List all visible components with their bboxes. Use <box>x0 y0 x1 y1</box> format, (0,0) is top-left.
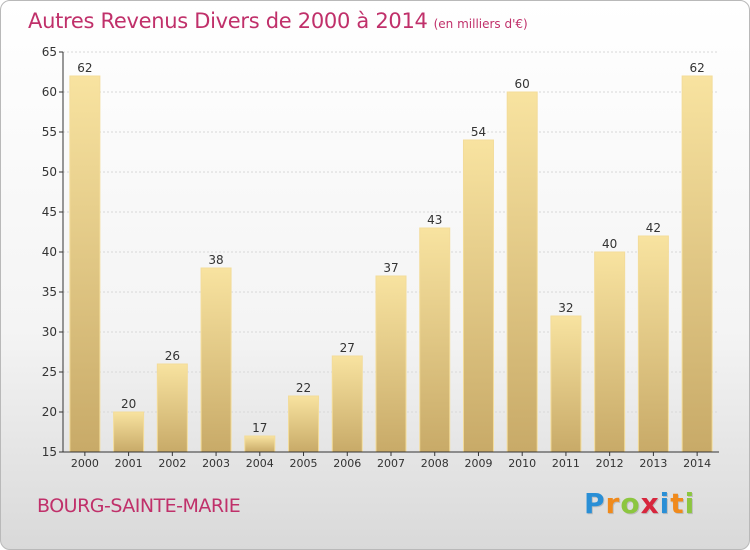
logo-letter: P <box>584 487 606 520</box>
x-tick-label: 2000 <box>71 457 99 470</box>
bar <box>637 235 669 453</box>
bar <box>462 139 494 453</box>
x-tick-label: 2005 <box>290 457 318 470</box>
bar <box>200 267 232 453</box>
x-tick-label: 2004 <box>246 457 274 470</box>
bar <box>419 227 451 453</box>
bar <box>288 395 320 453</box>
data-label: 38 <box>208 253 223 267</box>
bar <box>156 363 188 453</box>
y-tick-label: 40 <box>42 245 57 259</box>
y-tick-label: 35 <box>42 285 57 299</box>
bar <box>331 355 363 453</box>
logo-letter: i <box>659 487 671 520</box>
x-tick-label: 2003 <box>202 457 230 470</box>
x-tick-label: 2002 <box>158 457 186 470</box>
x-tick-label: 2001 <box>115 457 143 470</box>
x-tick-label: 2013 <box>639 457 667 470</box>
axes: 15 20 25 30 35 40 45 50 55 60 65 2000 2001 2002 2003 20… <box>42 45 719 470</box>
x-tick-label: 2014 <box>683 457 711 470</box>
data-label: 54 <box>471 125 486 139</box>
chart-title-text: Autres Revenus Divers de 2000 à 2014 <box>28 9 428 33</box>
data-label: 20 <box>121 397 136 411</box>
bar <box>594 251 626 453</box>
bar <box>550 315 582 453</box>
x-tick-label: 2008 <box>421 457 449 470</box>
bar <box>113 411 145 453</box>
x-tick-label: 2012 <box>596 457 624 470</box>
x-tick-label: 2011 <box>552 457 580 470</box>
y-tick-label: 50 <box>42 165 57 179</box>
y-tick-label: 60 <box>42 85 57 99</box>
bar <box>244 435 276 453</box>
data-label: 27 <box>340 341 355 355</box>
x-tick-label: 2006 <box>333 457 361 470</box>
data-label: 60 <box>515 77 530 91</box>
chart-subtitle: (en milliers d'€) <box>433 17 528 31</box>
logo-letter: i <box>684 487 696 520</box>
town-name: BOURG-SAINTE-MARIE <box>37 495 241 517</box>
bar <box>375 275 407 453</box>
data-label: 43 <box>427 213 442 227</box>
data-label: 26 <box>165 349 180 363</box>
chart-title: Autres Revenus Divers de 2000 à 2014 (en … <box>28 9 528 33</box>
y-tick-label: 25 <box>42 365 57 379</box>
data-label: 42 <box>646 221 661 235</box>
logo-letter: r <box>605 487 621 520</box>
data-label: 17 <box>252 421 267 435</box>
bar <box>506 91 538 453</box>
logo-letter: t <box>670 487 685 520</box>
y-tick-label: 20 <box>42 405 57 419</box>
bar <box>681 75 713 453</box>
y-tick-label: 45 <box>42 205 57 219</box>
y-tick-label: 65 <box>42 45 57 59</box>
x-tick-label: 2010 <box>508 457 536 470</box>
bars: 62 20 26 38 17 22 27 37 43 54 60 32 40 42 62 <box>69 61 713 453</box>
logo-letter: o <box>620 487 641 520</box>
proxiti-logo: Proxiti <box>584 487 695 520</box>
data-label: 62 <box>77 61 92 75</box>
bar <box>69 75 101 453</box>
y-tick-label: 15 <box>42 445 57 459</box>
x-tick-label: 2009 <box>464 457 492 470</box>
y-tick-label: 30 <box>42 325 57 339</box>
data-label: 32 <box>558 301 573 315</box>
data-label: 37 <box>383 261 398 275</box>
data-label: 40 <box>602 237 617 251</box>
logo-letter: x <box>640 487 660 520</box>
data-label: 22 <box>296 381 311 395</box>
x-tick-label: 2007 <box>377 457 405 470</box>
data-label: 62 <box>689 61 704 75</box>
y-tick-label: 55 <box>42 125 57 139</box>
